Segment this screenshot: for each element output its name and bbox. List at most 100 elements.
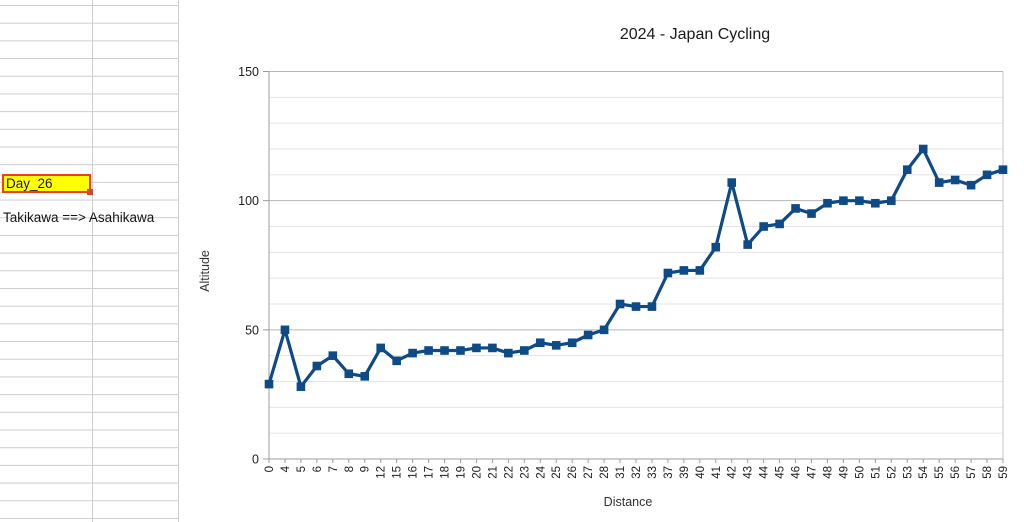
data-point-marker: [312, 361, 322, 371]
data-point-marker: [759, 222, 768, 231]
data-point-marker: [456, 346, 465, 355]
data-point-marker: [743, 240, 752, 249]
data-point-marker: [966, 180, 976, 190]
data-point-marker: [360, 372, 370, 381]
data-point-marker: [887, 196, 896, 205]
x-tick-label: 55: [934, 466, 946, 479]
data-point-marker: [998, 165, 1008, 174]
chart-title: 2024 - Japan Cycling: [619, 26, 771, 43]
data-point-marker: [535, 338, 545, 348]
data-point-marker: [807, 209, 816, 218]
data-point-marker: [328, 351, 338, 360]
data-point-marker: [982, 170, 992, 180]
x-tick-label: 37: [663, 466, 675, 479]
x-tick-label: 12: [376, 466, 388, 479]
x-axis-title: Distance: [603, 495, 653, 509]
x-tick-label: 42: [727, 466, 739, 479]
data-point-marker: [727, 178, 737, 187]
x-tick-label: 8: [344, 466, 356, 472]
data-point-marker: [823, 198, 832, 208]
x-tick-label: 46: [791, 466, 803, 479]
data-point-marker: [551, 341, 561, 350]
x-tick-label: 24: [535, 465, 547, 478]
data-point-marker: [615, 299, 625, 309]
x-tick-label: 27: [583, 466, 595, 479]
data-point-marker: [376, 343, 385, 353]
x-tick-label: 49: [838, 466, 850, 479]
data-point-marker: [344, 369, 354, 379]
y-tick-label: 100: [238, 194, 259, 208]
x-tick-label: 33: [647, 466, 659, 479]
x-tick-label: 32: [631, 466, 643, 479]
data-point-marker: [918, 144, 928, 154]
data-point-marker: [520, 346, 529, 355]
x-tick-label: 41: [711, 466, 723, 479]
x-tick-label: 48: [822, 466, 834, 479]
data-point-marker: [504, 348, 513, 358]
x-tick-label: 16: [408, 466, 420, 479]
data-point-marker: [711, 242, 721, 252]
data-point-marker: [679, 266, 689, 275]
data-point-marker: [871, 198, 880, 208]
data-point-marker: [488, 343, 497, 353]
x-tick-label: 23: [519, 466, 531, 479]
x-tick-label: 51: [870, 466, 882, 479]
x-tick-label: 6: [312, 466, 324, 472]
data-point-marker: [791, 204, 800, 213]
data-point-marker: [695, 266, 705, 275]
x-tick-label: 57: [966, 466, 978, 479]
embedded-chart-object[interactable]: 2024 - Japan Cycling Altitude Distance 0…: [178, 0, 1024, 522]
data-point-marker: [264, 379, 274, 389]
y-tick-label: 50: [245, 323, 259, 337]
data-point-marker: [647, 302, 657, 311]
data-point-marker: [631, 302, 641, 311]
x-tick-label: 9: [360, 466, 372, 472]
y-tick-label: 0: [252, 453, 259, 467]
data-point-marker: [934, 178, 944, 187]
cell-fill-handle[interactable]: [87, 189, 93, 195]
x-tick-label: 58: [982, 466, 994, 479]
data-point-marker: [296, 382, 306, 391]
data-point-marker: [902, 165, 912, 174]
x-tick-label: 44: [759, 465, 771, 478]
x-tick-label: 53: [902, 466, 914, 479]
data-point-marker: [583, 330, 593, 340]
data-point-marker: [567, 338, 577, 348]
x-tick-label: 0: [264, 466, 276, 472]
x-tick-label: 28: [599, 466, 611, 479]
data-point-marker: [392, 356, 401, 366]
column-divider: [92, 0, 93, 522]
x-tick-label: 15: [392, 466, 404, 479]
x-tick-label: 59: [998, 466, 1010, 479]
data-point-marker: [440, 346, 449, 355]
spreadsheet-grid[interactable]: Day_26 Takikawa ==> Asahikawa: [0, 0, 178, 522]
route-note-cell[interactable]: Takikawa ==> Asahikawa: [3, 210, 155, 225]
data-point-marker: [599, 325, 609, 335]
x-tick-label: 19: [455, 466, 467, 479]
x-tick-label: 5: [296, 466, 308, 472]
x-tick-label: 20: [471, 466, 483, 479]
x-tick-label: 17: [424, 466, 436, 479]
x-tick-label: 43: [743, 466, 755, 479]
x-tick-label: 45: [775, 466, 787, 479]
x-tick-label: 50: [854, 466, 866, 479]
x-tick-label: 18: [440, 466, 452, 479]
x-tick-label: 25: [551, 466, 563, 479]
x-tick-label: 47: [807, 466, 819, 479]
x-tick-label: 21: [487, 466, 499, 479]
selected-cell-day26[interactable]: Day_26: [2, 174, 91, 193]
data-point-marker: [839, 196, 848, 205]
data-point-marker: [424, 346, 433, 355]
data-point-marker: [855, 196, 864, 205]
data-point-marker: [280, 325, 290, 335]
x-tick-label: 22: [503, 466, 515, 479]
x-tick-label: 4: [280, 465, 292, 472]
x-tick-label: 31: [615, 466, 627, 479]
x-tick-label: 52: [886, 466, 898, 479]
data-point-marker: [663, 268, 673, 278]
y-tick-label: 150: [238, 65, 259, 79]
x-tick-label: 26: [567, 466, 579, 479]
data-point-marker: [775, 219, 784, 229]
